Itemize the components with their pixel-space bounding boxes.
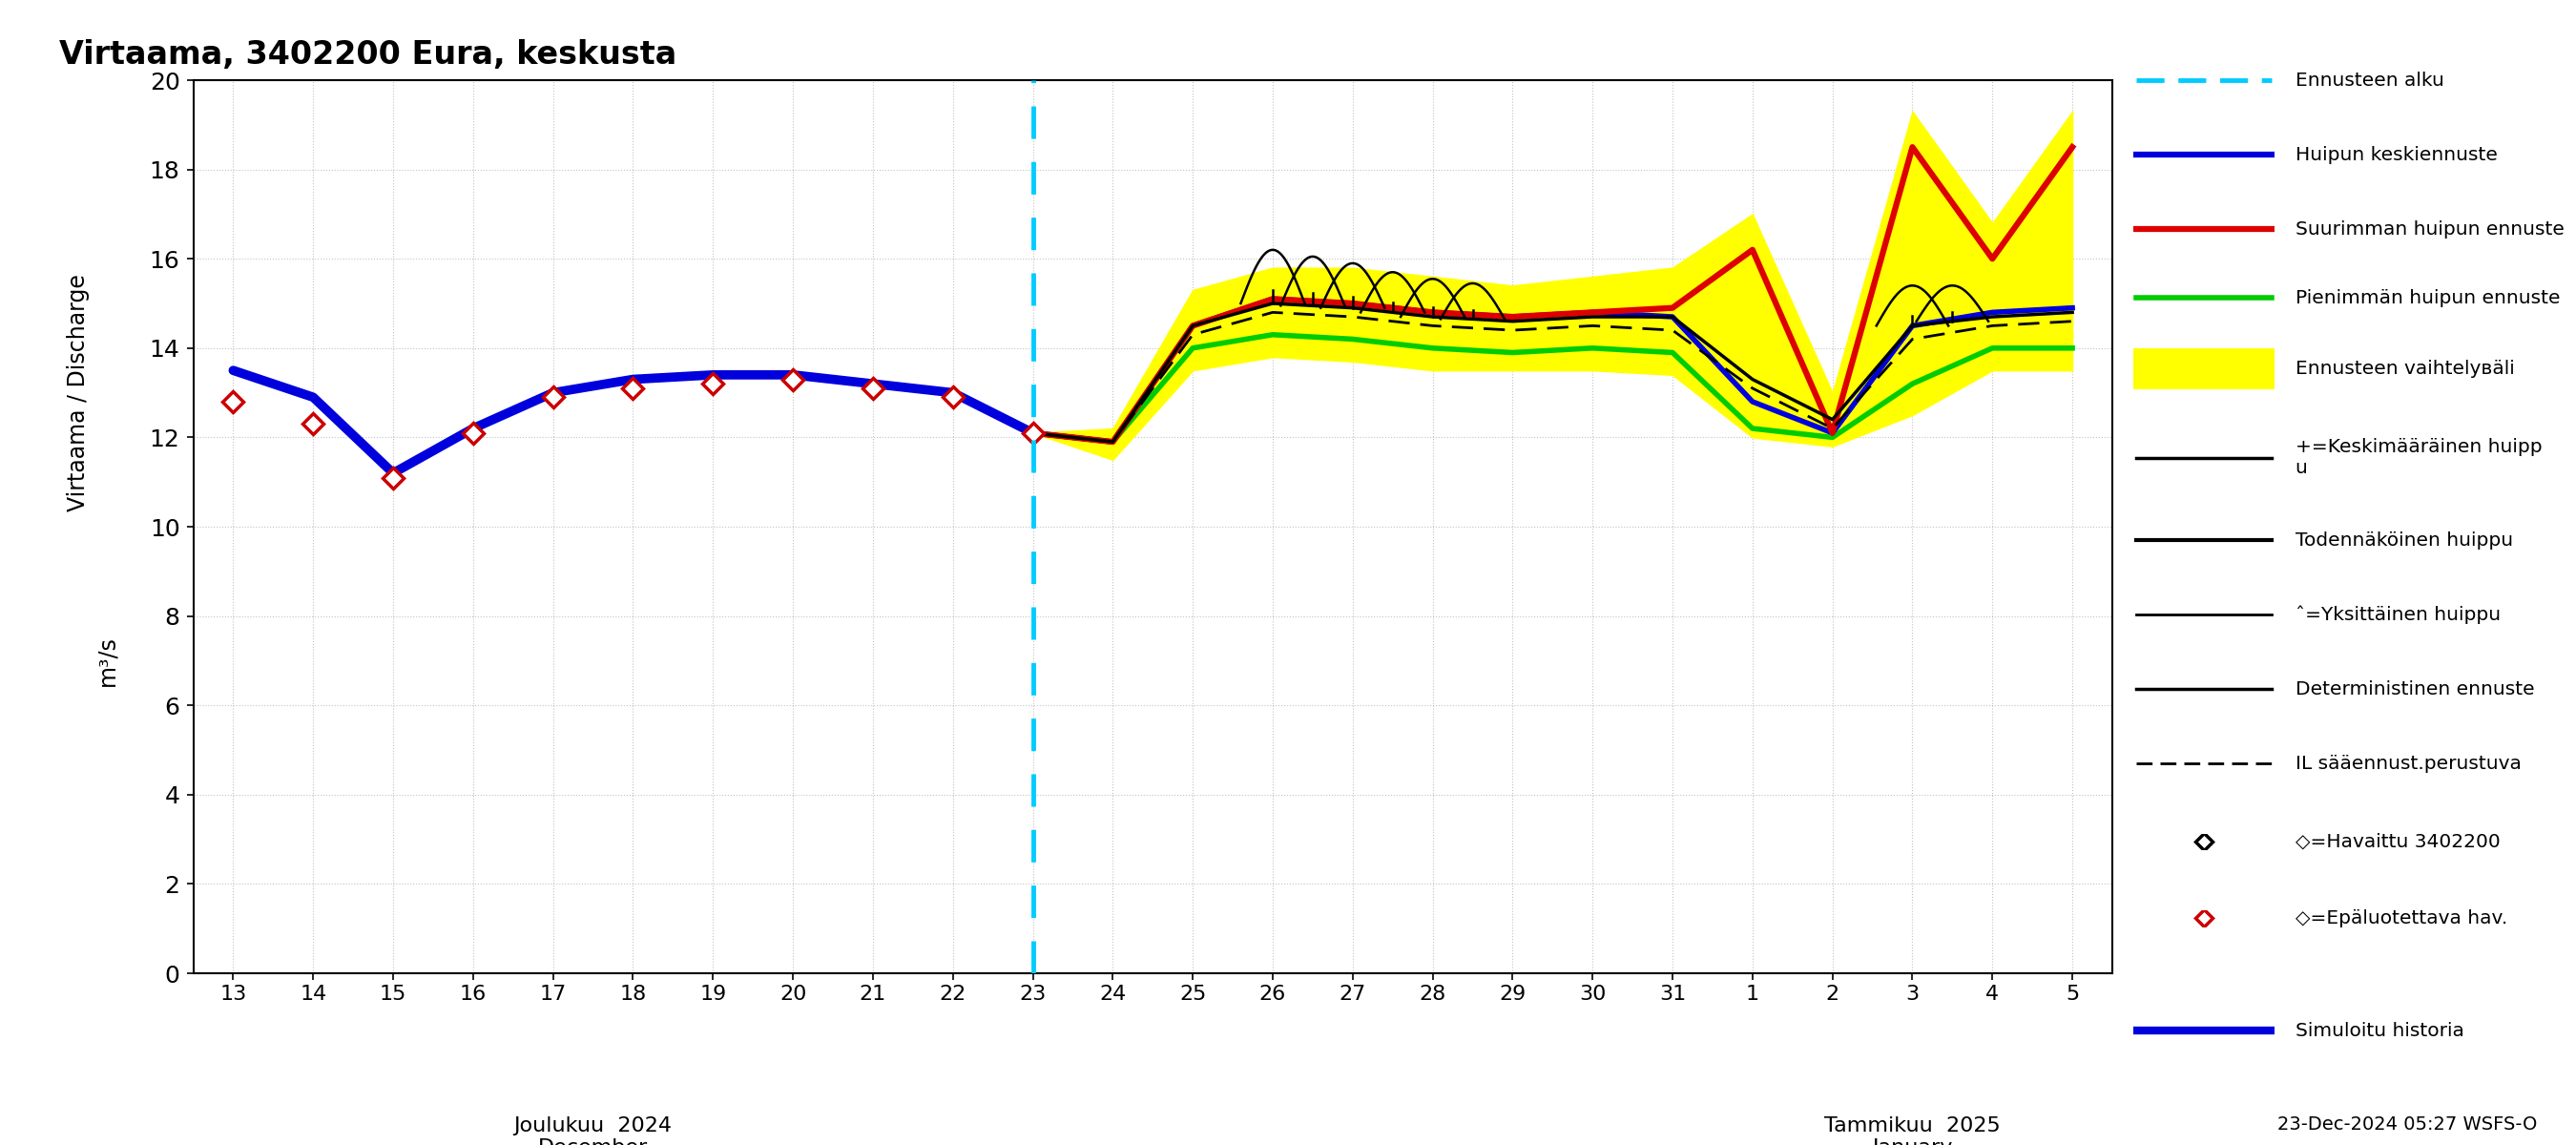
- Text: Virtaama, 3402200 Eura, keskusta: Virtaama, 3402200 Eura, keskusta: [59, 39, 677, 71]
- Text: Suurimman huipun ennuste: Suurimman huipun ennuste: [2295, 220, 2563, 238]
- Text: Simuloitu historia: Simuloitu historia: [2295, 1021, 2465, 1040]
- Text: Huipun keskiennuste: Huipun keskiennuste: [2295, 145, 2496, 164]
- Text: ˆ=Yksittäinen huippu: ˆ=Yksittäinen huippu: [2295, 606, 2501, 624]
- Text: Pienimmän huipun ennuste: Pienimmän huipun ennuste: [2295, 289, 2561, 307]
- Text: Deterministinen ennuste: Deterministinen ennuste: [2295, 680, 2535, 698]
- Text: Virtaama / Discharge: Virtaama / Discharge: [67, 274, 90, 512]
- Text: Tammikuu  2025
January: Tammikuu 2025 January: [1824, 1116, 2002, 1145]
- Text: 23-Dec-2024 05:27 WSFS-O: 23-Dec-2024 05:27 WSFS-O: [2277, 1115, 2537, 1134]
- Text: ◇=Epäluotettava hav.: ◇=Epäluotettava hav.: [2295, 909, 2506, 927]
- Text: Ennusteen vaihtelувäli: Ennusteen vaihtelувäli: [2295, 360, 2514, 378]
- Text: Ennusteen alku: Ennusteen alku: [2295, 71, 2445, 89]
- Text: +=Keskimääräinen huipp
u: +=Keskimääräinen huipp u: [2295, 439, 2543, 477]
- Text: Todennäköinen huippu: Todennäköinen huippu: [2295, 531, 2512, 550]
- Text: ◇=Havaittu 3402200: ◇=Havaittu 3402200: [2295, 832, 2501, 851]
- Text: m³/s: m³/s: [95, 635, 118, 686]
- Text: IL sääennust.perustuva: IL sääennust.perustuva: [2295, 755, 2522, 773]
- Text: Joulukuu  2024
December: Joulukuu 2024 December: [513, 1116, 672, 1145]
